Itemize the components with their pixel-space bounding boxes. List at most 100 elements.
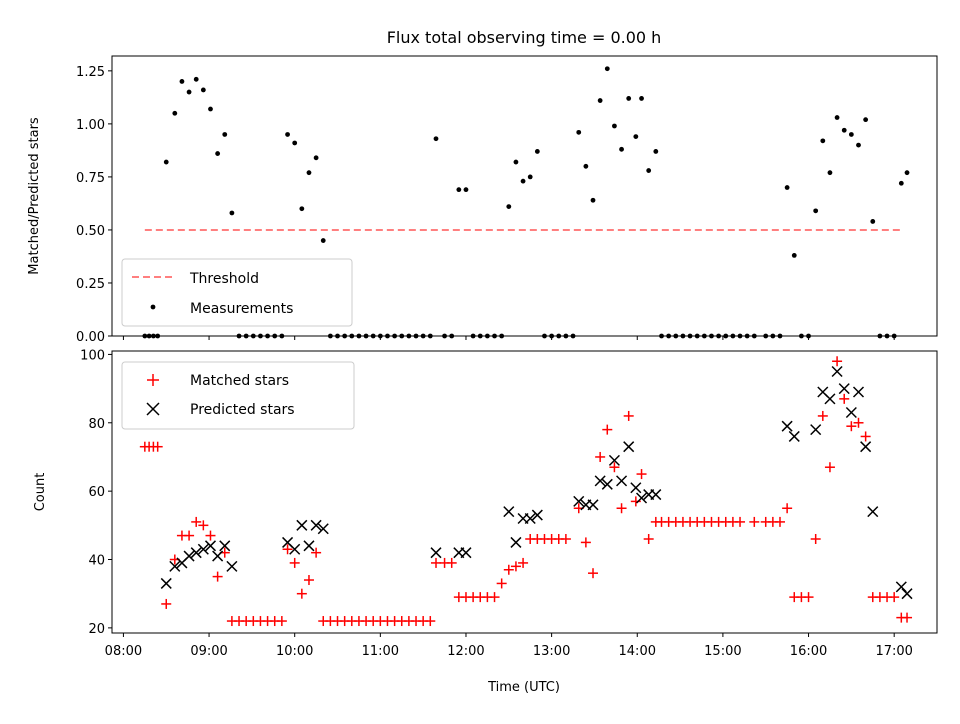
matched-star-point	[623, 410, 634, 421]
bottom-x-ticks: 08:00 09:00 10:00 11:00 12:00 13:00 14:00 15:00…	[105, 633, 913, 659]
matched-star-point	[889, 592, 900, 603]
measurement-point	[619, 146, 624, 152]
bottom-y-tick-label: 80	[88, 417, 105, 432]
measurement-point	[870, 219, 876, 224]
matched-star-point	[282, 544, 293, 555]
bottom-y-tick-label: 60	[88, 485, 105, 500]
measurement-point	[841, 127, 847, 133]
legend-predicted-label: Predicted stars	[190, 402, 295, 418]
measurement-point	[193, 76, 199, 82]
measurement-point	[172, 110, 178, 116]
measurement-point	[163, 159, 169, 165]
predicted-star-point	[852, 386, 865, 398]
x-tick-label: 13:00	[533, 644, 570, 659]
x-axis-label: Time (UTC)	[487, 680, 560, 695]
top-y-tick-label: 0.25	[76, 277, 105, 292]
measurement-point	[222, 132, 228, 137]
predicted-star-point	[650, 489, 662, 501]
measurement-point	[215, 151, 221, 156]
x-tick-label: 14:00	[619, 644, 656, 659]
matched-star-point	[560, 534, 571, 544]
matched-star-point	[616, 503, 627, 514]
predicted-star-point	[296, 519, 308, 531]
measurement-point	[463, 187, 469, 193]
measurement-point	[848, 132, 854, 137]
chart-title: Flux total observing time = 0.00 h	[387, 28, 662, 47]
predicted-star-point	[838, 383, 850, 395]
matched-star-point	[643, 534, 654, 544]
top-axes-frame	[111, 55, 938, 337]
matched-star-point	[803, 592, 814, 603]
matched-star-point	[276, 616, 287, 627]
top-legend-box	[121, 258, 353, 327]
measurement-point	[313, 155, 319, 161]
predicted-star-point	[831, 365, 843, 378]
top-legend: Threshold Measurements	[121, 258, 353, 327]
measurement-point	[433, 136, 439, 142]
measurement-point	[229, 210, 235, 216]
top-y-ticks: 0.00 0.25 0.50 0.75 1.00 1.25	[76, 65, 112, 345]
measurement-point	[820, 138, 826, 144]
x-tick-label: 10:00	[276, 644, 313, 659]
bottom-legend: Matched stars Predicted stars	[121, 361, 355, 430]
predicted-star-point	[460, 547, 472, 559]
measurement-point	[520, 178, 526, 184]
matched-star-point	[774, 516, 785, 527]
predicted-star-point	[510, 536, 522, 548]
predicted-star-point	[781, 420, 793, 432]
measurement-point	[813, 208, 819, 214]
matched-star-point	[860, 431, 871, 442]
measurement-point	[834, 115, 840, 120]
measurement-point	[863, 117, 869, 123]
measurement-point	[633, 134, 639, 140]
bottom-panel: 20 40 60 80 100 08:00 09:00 10:00 11:00 12:00 13:…	[33, 348, 938, 695]
predicted-star-point	[204, 540, 217, 552]
matched-star-point	[839, 393, 850, 404]
predicted-star-point	[901, 588, 913, 600]
matched-star-point	[846, 421, 857, 432]
predicted-star-point	[788, 430, 800, 442]
x-tick-label: 11:00	[362, 644, 399, 659]
predicted-star-point	[317, 523, 329, 535]
predicted-star-point	[608, 454, 620, 466]
measurement-point	[904, 170, 910, 176]
matched-star-point	[431, 557, 442, 568]
matched-star-point	[296, 588, 307, 599]
matched-star-point	[303, 575, 314, 586]
measurement-point	[597, 98, 603, 103]
predicted-star-point	[601, 478, 613, 490]
bottom-y-ticks: 20 40 60 80 100	[80, 348, 112, 637]
measurement-point	[456, 187, 462, 193]
matched-star-point	[824, 462, 835, 473]
matched-star-point	[735, 516, 746, 527]
predicted-star-point	[226, 560, 238, 572]
predicted-star-point	[860, 441, 872, 453]
bottom-axes-frame	[111, 350, 938, 634]
matched-star-point	[496, 578, 507, 589]
measurement-point	[827, 170, 833, 176]
measurement-point	[653, 149, 659, 154]
matched-star-point	[580, 537, 591, 548]
predicted-star-point	[310, 519, 322, 531]
predicted-star-point	[183, 550, 195, 562]
matched-star-point	[161, 598, 172, 609]
measurement-point	[604, 66, 610, 72]
measurement-point	[527, 174, 533, 180]
predicted-star-point	[867, 506, 879, 518]
matched-star-point	[782, 503, 793, 514]
matched-star-point	[595, 451, 606, 462]
measurement-point	[506, 204, 512, 210]
predicted-star-point	[895, 581, 907, 593]
legend-matched-swatch	[147, 374, 159, 386]
matched-star-point	[810, 534, 821, 544]
matched-star-point	[446, 557, 457, 568]
measurement-point	[320, 238, 326, 243]
matched-star-point	[289, 557, 300, 568]
predicted-star-point	[169, 560, 181, 572]
measurement-point	[791, 252, 797, 258]
x-tick-label: 17:00	[875, 644, 912, 659]
predicted-star-point	[616, 475, 628, 487]
bottom-plot-marks	[139, 356, 913, 627]
legend-measurements-label: Measurements	[190, 301, 293, 317]
bottom-y-tick-label: 20	[88, 622, 105, 637]
